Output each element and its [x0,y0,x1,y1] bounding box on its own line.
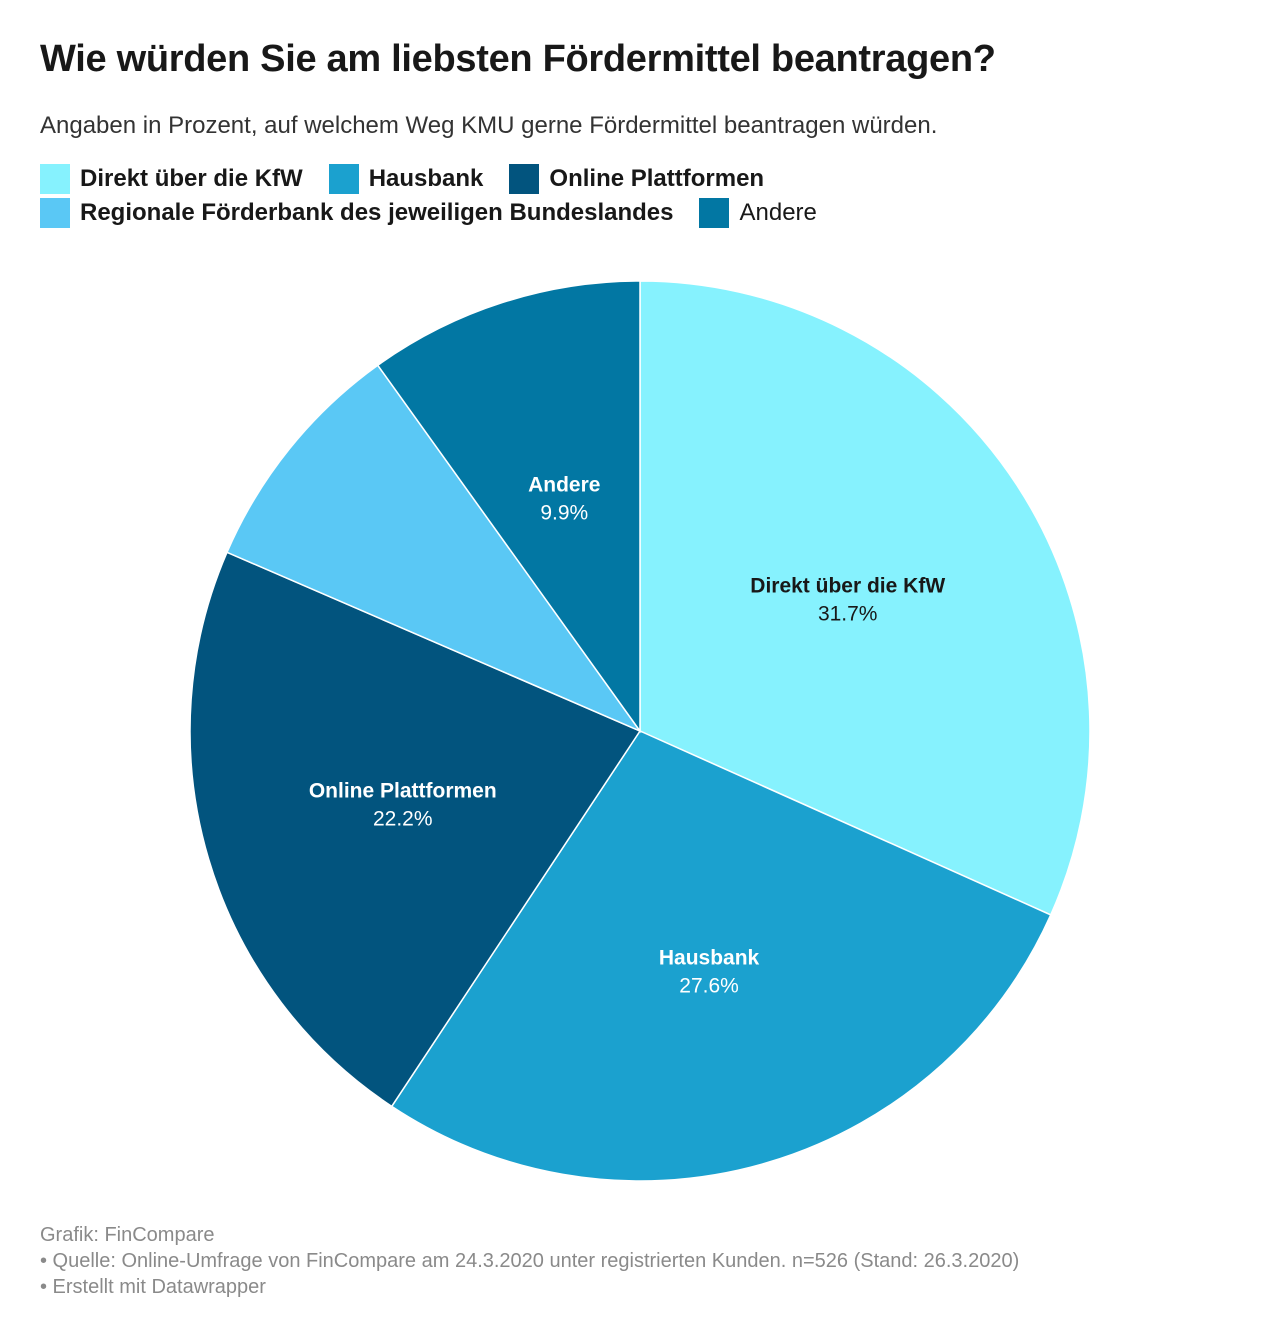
slice-label-hausbank: Hausbank [659,947,760,970]
pie-slice-hausbank [390,730,1052,1182]
legend-swatch-online [509,164,540,194]
legend-swatch-kfw [40,164,70,194]
pie-slice-direkt-ber-die-kfw [639,280,1091,916]
legend-item-regional: Regionale Förderbank des jeweiligen Bund… [40,198,673,228]
slice-label-direkt-ber-die-kfw: Direkt über die KfW [750,574,945,597]
legend-row-1: Direkt über die KfW Hausbank Online Plat… [40,162,1240,196]
legend-label-regional: Regionale Förderbank des jeweiligen Bund… [80,199,674,226]
legend-item-hausbank: Hausbank [328,164,484,194]
legend-label-online: Online Plattformen [549,165,765,192]
slice-value-andere: 9.9% [540,501,588,524]
chart-legend: Direkt über die KfW Hausbank Online Plat… [40,162,1240,230]
legend-swatch-hausbank [328,164,359,194]
legend-swatch-regional [40,198,70,228]
legend-row-2: Regionale Förderbank des jeweiligen Bund… [40,196,1240,230]
chart-title: Wie würden Sie am liebsten Fördermittel … [40,38,996,80]
slice-value-online-plattformen: 22.2% [373,808,433,831]
chart-footer: Grafik: FinCompare • Quelle: Online-Umfr… [40,1222,1019,1300]
footer-tool: • Erstellt mit Datawrapper [40,1276,266,1298]
legend-label-andere: Andere [739,199,817,226]
pie-slice-andere [376,280,641,734]
legend-swatch-andere [699,198,730,228]
legend-label-kfw: Direkt über die KfW [80,165,303,192]
slice-value-direkt-ber-die-kfw: 31.7% [818,602,878,625]
pie-slice-regionale-f-rderbank-des-jeweiligen-bundeslandes [226,364,643,733]
footer-credit: Grafik: FinCompare [40,1224,215,1246]
footer-source: • Quelle: Online-Umfrage von FinCompare … [40,1250,1020,1272]
pie-slice-online-plattformen [189,551,642,1108]
slice-label-online-plattformen: Online Plattformen [309,780,497,803]
slice-value-hausbank: 27.6% [679,975,739,998]
legend-item-andere: Andere [699,198,817,228]
legend-label-hausbank: Hausbank [368,165,484,192]
legend-item-online: Online Plattformen [509,164,764,194]
pie-chart: Direkt über die KfW 31.7% Hausbank 27.6% Onl… [189,280,1091,1182]
legend-item-kfw: Direkt über die KfW [40,164,303,194]
slice-label-andere: Andere [528,473,600,496]
chart-subtitle: Angaben in Prozent, auf welchem Weg KMU … [40,112,938,139]
